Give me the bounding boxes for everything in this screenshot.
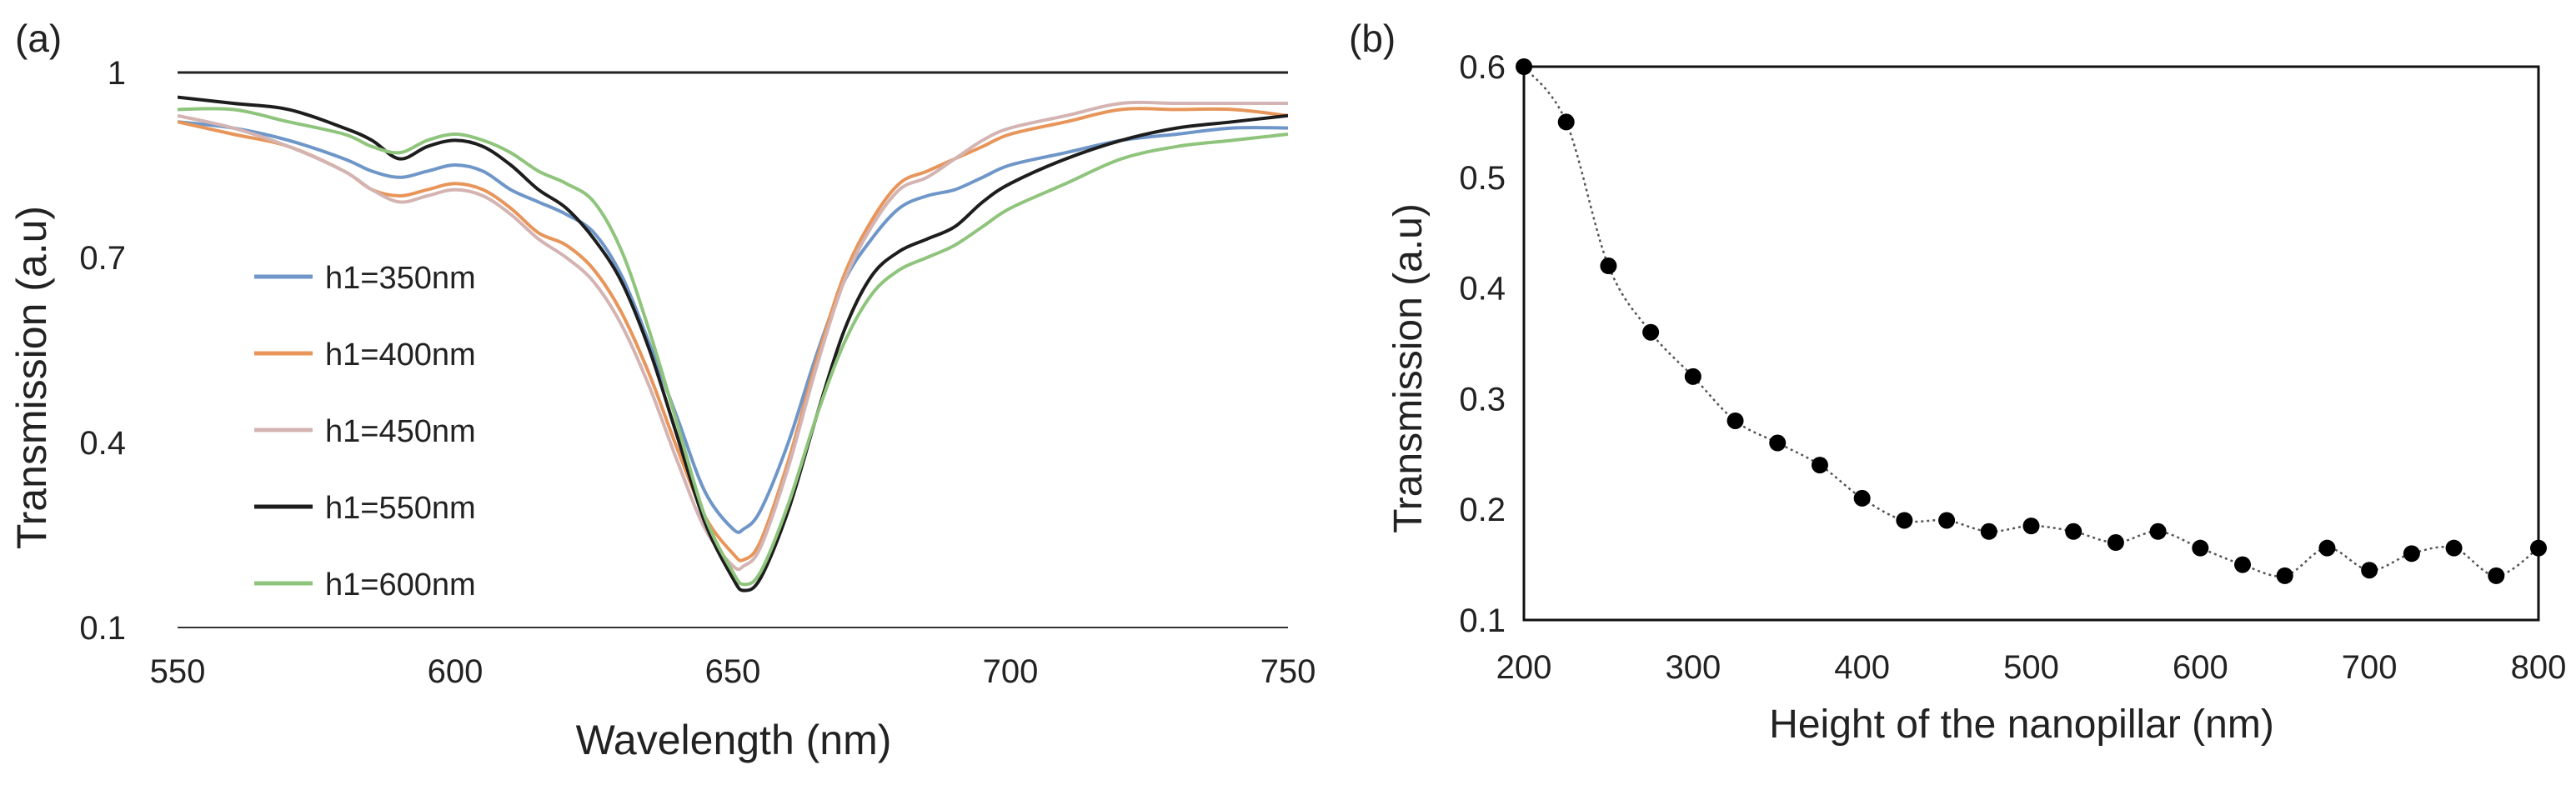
data-point-325: [1727, 412, 1744, 429]
panel-b-xtick-label: 500: [2003, 649, 2059, 686]
series-line-h1=600nm: [178, 107, 1288, 587]
panel-b-xtick-label: 700: [2342, 649, 2398, 686]
panel-a-label: (a): [15, 17, 62, 60]
data-point-650: [2276, 567, 2293, 584]
data-point-600: [2192, 539, 2209, 557]
panel-b-frame: [1522, 65, 2540, 622]
panel-a-ytick-label: 0.1: [79, 610, 126, 647]
panel-a-ytick-label: 1: [108, 55, 126, 92]
data-point-350: [1769, 434, 1787, 452]
data-point-575: [2149, 522, 2167, 540]
data-point-375: [1811, 457, 1828, 474]
data-point-300: [1684, 368, 1701, 385]
legend-label: h1=350nm: [325, 261, 476, 296]
data-point-750: [2445, 539, 2463, 557]
panel-b-xtick-label: 600: [2173, 649, 2228, 686]
panel-a-ytick-label: 0.4: [79, 425, 126, 462]
legend-label: h1=550nm: [325, 491, 476, 526]
panel-b-plot-area: 0.1 0.2 0.3 0.4 0.5 0.6 200 300 400 500 600 700 800: [1459, 49, 2566, 686]
data-point-400: [1853, 489, 1871, 507]
panel-a-ytick-label: 0.7: [79, 240, 126, 277]
panel-a-xtick-label: 650: [705, 653, 761, 690]
panel-b-ytick-label: 0.4: [1459, 271, 1506, 308]
panel-b-xlabel: Height of the nanopillar (nm): [1769, 702, 2274, 747]
data-point-675: [2318, 539, 2336, 557]
panel-b-xtick-label: 800: [2511, 649, 2567, 686]
series-line-h1=550nm: [178, 95, 1288, 592]
panel-b-ytick-label: 0.5: [1459, 160, 1506, 197]
data-point-700: [2361, 562, 2378, 579]
panel-a-plot-area: 0.1 0.4 0.7 1 550 600 650 700 750 h1=350nm h1=400n…: [79, 55, 1316, 690]
legend-label: h1=400nm: [325, 338, 476, 372]
data-point-425: [1896, 512, 1913, 529]
data-point-225: [1557, 113, 1575, 131]
data-point-775: [2488, 567, 2505, 584]
series-line-h1=400nm: [178, 107, 1288, 562]
series-line-h1=450nm: [178, 100, 1288, 572]
data-point-200: [1516, 58, 1532, 75]
panel-a-xlabel: Wavelength (nm): [576, 717, 892, 763]
panel-b-connector-line: [1523, 66, 2539, 578]
series-line-h1=350nm: [178, 120, 1288, 534]
panel-a-xtick-label: 750: [1260, 653, 1316, 690]
panel-b-ytick-label: 0.6: [1459, 49, 1506, 86]
panel-b-label: (b): [1349, 17, 1396, 60]
data-point-475: [1980, 522, 1997, 540]
data-point-450: [1938, 512, 1956, 529]
panel-a: (a) 0.1 0.4 0.7 1 550 600 650 700 750 h1=350nm h1=…: [8, 17, 1316, 763]
data-point-275: [1642, 323, 1660, 341]
panel-b-xtick-label: 300: [1665, 649, 1721, 686]
panel-b-ytick-label: 0.2: [1459, 492, 1506, 528]
data-point-550: [2107, 534, 2124, 552]
panel-b: (b) 0.1 0.2 0.3 0.4 0.5 0.6 200 300 400 500 600 700…: [1349, 17, 2566, 747]
panel-b-xtick-label: 400: [1834, 649, 1890, 686]
data-point-800: [2530, 539, 2547, 557]
panel-b-xtick-label: 200: [1496, 649, 1552, 686]
panel-b-ytick-label: 0.1: [1459, 602, 1506, 639]
panel-a-xtick-label: 700: [983, 653, 1039, 690]
data-point-525: [2065, 522, 2082, 540]
panel-b-ylabel: Transmission (a.u): [1386, 203, 1431, 533]
data-point-500: [2022, 518, 2040, 535]
legend-label: h1=450nm: [325, 414, 476, 449]
legend-label: h1=600nm: [325, 568, 476, 602]
data-point-725: [2403, 545, 2420, 562]
panel-b-ytick-label: 0.3: [1459, 381, 1506, 418]
data-point-250: [1600, 258, 1617, 275]
panel-a-xtick-label: 600: [428, 653, 484, 690]
panel-a-xtick-label: 550: [150, 653, 206, 690]
panel-a-ylabel: Transmission (a.u): [8, 206, 55, 549]
data-point-625: [2234, 556, 2252, 573]
